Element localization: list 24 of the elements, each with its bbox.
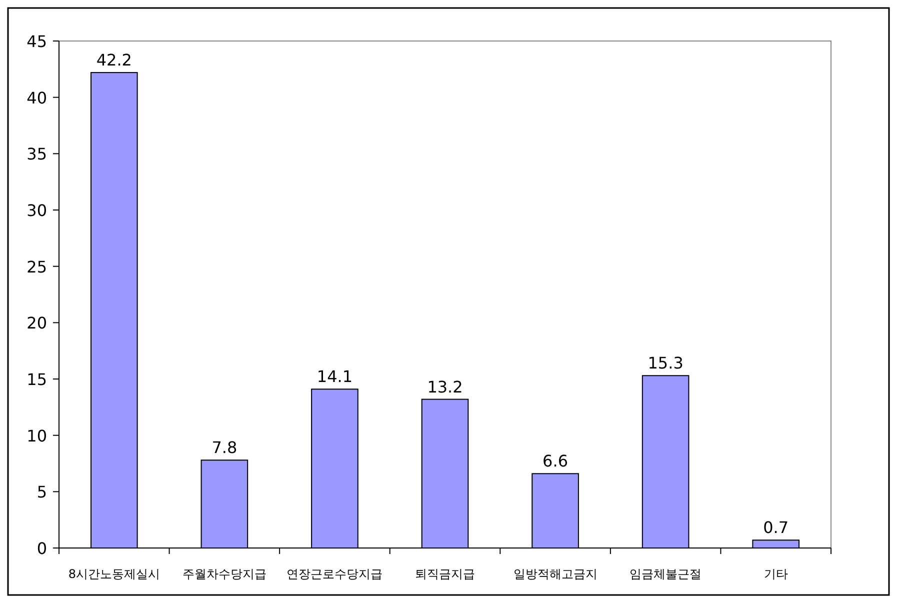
data-label: 0.7 bbox=[763, 518, 789, 538]
data-label: 7.8 bbox=[212, 438, 238, 458]
y-tick-label: 10 bbox=[26, 426, 47, 446]
x-tick-label: 퇴직금지급 bbox=[415, 567, 475, 581]
y-tick-label: 25 bbox=[26, 257, 47, 276]
y-tick-label: 45 bbox=[26, 32, 47, 51]
x-tick-label: 8시간노동제실시 bbox=[68, 567, 160, 581]
x-tick-label: 기타 bbox=[764, 567, 788, 581]
data-label: 42.2 bbox=[96, 50, 132, 70]
y-tick-label: 35 bbox=[26, 144, 47, 164]
x-tick-label: 일방적해고금지 bbox=[513, 567, 598, 581]
y-tick-label: 30 bbox=[26, 201, 47, 220]
x-tick-label: 주월차수당지급 bbox=[182, 567, 266, 581]
data-label: 6.6 bbox=[542, 452, 568, 471]
x-tick-label: 연장근로수당지급 bbox=[286, 567, 383, 581]
y-tick-label: 0 bbox=[36, 539, 47, 558]
y-tick-label: 5 bbox=[36, 482, 47, 502]
y-tick-label: 20 bbox=[26, 314, 47, 333]
data-label: 14.1 bbox=[316, 367, 353, 386]
y-tick-label: 40 bbox=[26, 88, 47, 108]
data-label: 13.2 bbox=[427, 377, 463, 396]
y-tick-label: 15 bbox=[26, 370, 47, 389]
x-tick-label: 임금체불근절 bbox=[630, 567, 702, 581]
data-label: 15.3 bbox=[648, 354, 684, 373]
